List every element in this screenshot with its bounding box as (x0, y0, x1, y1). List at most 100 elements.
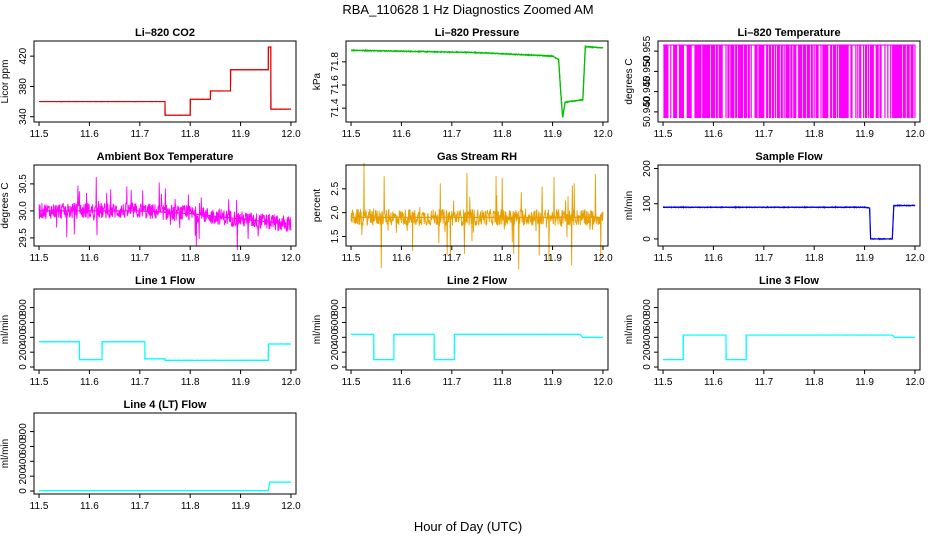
y-tick-label: 2.0 (330, 205, 341, 219)
x-tick-label: 11.7 (130, 377, 149, 388)
y-tick-label: 800 (18, 423, 29, 440)
y-tick-label: 420 (18, 47, 29, 64)
x-tick-label: 11.9 (231, 377, 250, 388)
series-step-line (663, 334, 915, 361)
y-axis-label: ml/min (624, 191, 635, 220)
series-line (662, 204, 916, 241)
x-tick-label: 11.8 (493, 129, 512, 140)
series-line (38, 177, 292, 251)
y-tick-label: 1.5 (330, 229, 341, 243)
x-tick-label: 11.7 (754, 253, 773, 264)
x-tick-label: 11.9 (855, 377, 874, 388)
y-tick-label: 0 (642, 236, 653, 242)
x-tick-label: 11.8 (493, 253, 512, 264)
x-tick-label: 11.5 (654, 253, 673, 264)
y-axis-label: Licor ppm (0, 60, 11, 104)
x-tick-label: 12.0 (593, 129, 613, 140)
x-tick-label: 11.6 (704, 129, 723, 140)
x-axis-label: Hour of Day (UTC) (414, 519, 522, 534)
y-tick-label: 50.955 (642, 35, 653, 66)
panel-rh: Gas Stream RH percent 11.5 11.6 11.7 11.8 11.9… (312, 151, 613, 270)
y-axis-label: ml/min (624, 315, 635, 344)
x-tick-label: 11.9 (231, 501, 250, 512)
x-tick-label: 11.8 (805, 253, 824, 264)
plot-frame (657, 164, 921, 247)
y-tick-label: 0 (330, 364, 341, 370)
x-tick-label: 11.5 (342, 129, 361, 140)
y-tick-label: 29.5 (18, 228, 29, 248)
y-axis-label: ml/min (0, 439, 11, 468)
x-tick-label: 11.5 (30, 129, 49, 140)
panel-title: Line 3 Flow (759, 275, 819, 287)
x-tick-label: 11.5 (30, 377, 49, 388)
series-line (350, 162, 604, 270)
y-tick-label: 100 (642, 195, 653, 212)
x-tick-label: 11.6 (80, 501, 99, 512)
panel-line3: Line 3 Flow ml/min 11.5 11.6 11.7 11.8 11.9 12.… (624, 275, 925, 388)
x-tick-label: 11.9 (543, 377, 562, 388)
y-axis-label: ml/min (0, 315, 11, 344)
x-tick-label: 12.0 (281, 253, 301, 264)
plot-frame (33, 40, 297, 123)
x-tick-label: 11.6 (704, 377, 723, 388)
x-tick-label: 11.8 (181, 377, 200, 388)
x-tick-label: 12.0 (905, 253, 925, 264)
x-tick-label: 11.7 (442, 377, 461, 388)
y-tick-label: 71.4 (330, 98, 341, 118)
x-tick-label: 12.0 (281, 129, 301, 140)
x-tick-label: 12.0 (905, 129, 925, 140)
y-tick-label: 50.950 (642, 56, 653, 87)
plot-frame (657, 40, 921, 123)
panel-line2: Line 2 Flow ml/min 11.5 11.6 11.7 11.8 11.9 12.… (312, 275, 613, 388)
y-tick-label: 200 (18, 467, 29, 484)
plot-frame (33, 164, 297, 247)
panel-title: Line 1 Flow (135, 275, 195, 287)
y-tick-label: 800 (642, 299, 653, 316)
y-tick-label: 2.5 (330, 181, 341, 195)
x-tick-label: 11.8 (181, 253, 200, 264)
plot-frame (657, 288, 921, 371)
x-tick-label: 11.7 (442, 129, 461, 140)
x-tick-label: 11.9 (855, 253, 874, 264)
x-tick-label: 11.6 (392, 253, 411, 264)
y-axis-label: percent (312, 189, 323, 223)
panel-box_temp: Ambient Box Temperature degrees C 11.5 11.6… (0, 151, 301, 264)
series-step-line (351, 46, 604, 118)
plot-frame (345, 164, 609, 247)
series-step-line (39, 481, 291, 492)
series-step-line (351, 333, 603, 361)
x-tick-label: 11.5 (654, 129, 673, 140)
x-tick-label: 11.5 (342, 377, 361, 388)
x-tick-label: 11.8 (181, 129, 200, 140)
plot-frame (345, 40, 609, 123)
x-tick-label: 11.7 (130, 501, 149, 512)
x-tick-label: 11.5 (654, 377, 673, 388)
y-tick-label: 200 (18, 343, 29, 360)
x-tick-label: 11.8 (181, 501, 200, 512)
y-tick-label: 0 (642, 364, 653, 370)
x-tick-label: 12.0 (281, 377, 301, 388)
y-axis-label: degrees C (624, 58, 635, 104)
y-tick-label: 400 (18, 453, 29, 470)
x-tick-label: 11.9 (543, 129, 562, 140)
x-tick-label: 11.9 (231, 129, 250, 140)
series-line (38, 340, 292, 362)
x-tick-label: 12.0 (905, 377, 925, 388)
x-tick-label: 11.7 (754, 377, 773, 388)
series-line (350, 44, 604, 118)
series-line (39, 481, 292, 492)
x-tick-label: 11.5 (30, 253, 49, 264)
x-tick-label: 11.9 (231, 253, 250, 264)
x-tick-label: 11.7 (754, 129, 773, 140)
y-tick-label: 200 (642, 343, 653, 360)
x-tick-label: 11.5 (342, 253, 361, 264)
y-tick-label: 400 (18, 329, 29, 346)
plot-frame (33, 288, 297, 371)
series-line (663, 44, 916, 118)
y-tick-label: 50.945 (642, 76, 653, 107)
y-tick-label: 200 (642, 160, 653, 177)
y-tick-label: 340 (18, 108, 29, 125)
y-tick-label: 200 (330, 343, 341, 360)
x-tick-label: 11.7 (442, 253, 461, 264)
